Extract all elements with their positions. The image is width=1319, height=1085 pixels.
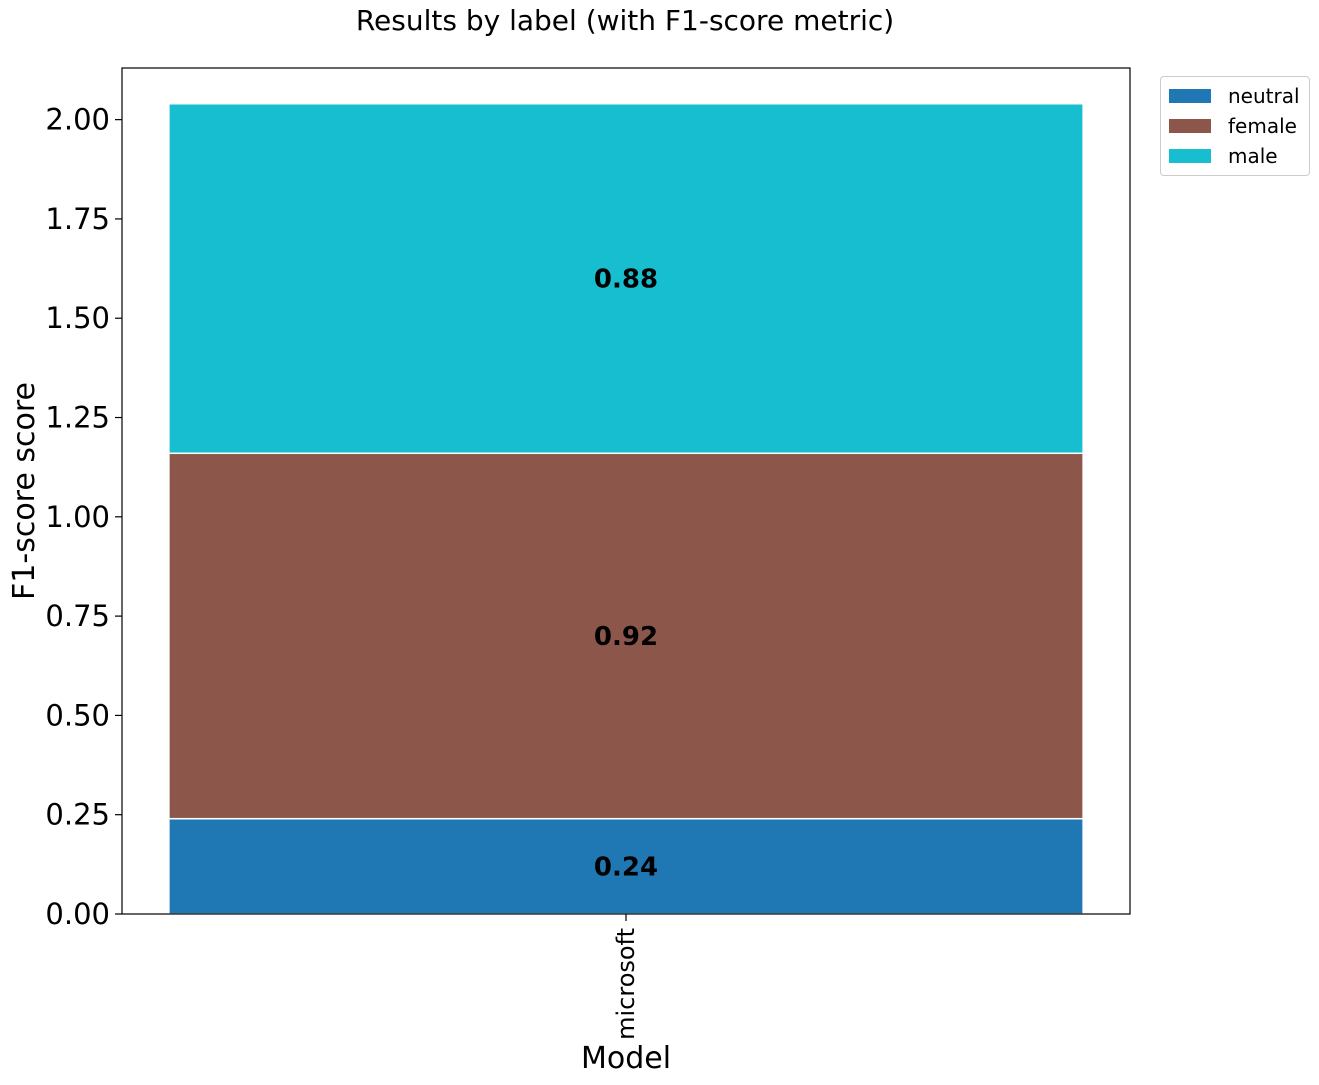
y-tick-label: 0.75 bbox=[45, 599, 110, 633]
bar-neutral bbox=[168, 817, 1084, 915]
y-tick-label: 2.00 bbox=[45, 103, 110, 137]
legend-item-male: male bbox=[1169, 144, 1278, 168]
y-tick-label: 1.75 bbox=[45, 202, 110, 236]
legend-swatch-male bbox=[1169, 149, 1211, 163]
legend-label-neutral: neutral bbox=[1228, 84, 1300, 108]
y-axis: 0.00 0.25 0.50 0.75 1.00 1.25 1.50 1.75 2.00 bbox=[45, 103, 122, 931]
legend: neutral female male bbox=[1160, 76, 1310, 176]
legend-swatch-female bbox=[1169, 119, 1211, 133]
data-labels-layer: 0.24 0.92 0.88 bbox=[594, 265, 658, 883]
bars-layer bbox=[168, 102, 1084, 915]
y-tick-label: 1.25 bbox=[45, 401, 110, 435]
bar-male bbox=[168, 102, 1084, 455]
data-label-male: 0.88 bbox=[594, 265, 658, 295]
y-tick-label: 1.50 bbox=[45, 301, 110, 335]
y-tick-label: 0.25 bbox=[45, 798, 110, 832]
x-tick-label: microsoft bbox=[612, 928, 640, 1040]
x-axis: microsoft bbox=[612, 914, 640, 1040]
chart-title: Results by label (with F1-score metric) bbox=[355, 4, 895, 37]
data-label-female: 0.92 bbox=[594, 622, 658, 652]
y-axis-label: F1-score score bbox=[7, 382, 42, 600]
data-label-neutral: 0.24 bbox=[594, 852, 658, 882]
legend-label-female: female bbox=[1228, 114, 1297, 138]
x-axis-label: Model bbox=[581, 1041, 671, 1076]
y-tick-label: 0.50 bbox=[45, 698, 110, 732]
y-tick-label: 1.00 bbox=[45, 500, 110, 534]
legend-item-neutral: neutral bbox=[1169, 84, 1300, 108]
legend-label-male: male bbox=[1228, 144, 1278, 168]
y-tick-label: 0.00 bbox=[45, 897, 110, 931]
legend-swatch-neutral bbox=[1169, 89, 1211, 103]
legend-item-female: female bbox=[1169, 114, 1297, 138]
